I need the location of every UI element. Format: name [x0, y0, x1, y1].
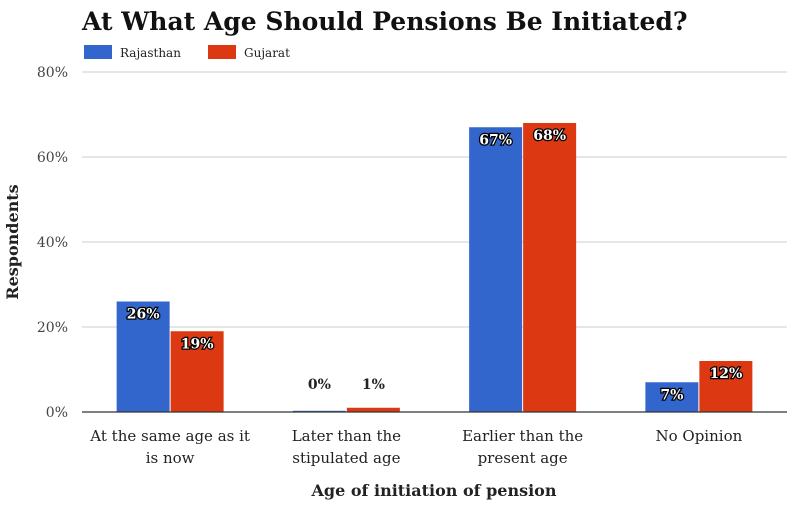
legend-swatch-gujarat — [208, 45, 236, 59]
legend-swatch-rajasthan — [84, 45, 112, 59]
bar-gujarat-1 — [346, 407, 400, 412]
x-tick-label: present age — [478, 449, 568, 467]
x-axis-title: Age of initiation of pension — [311, 481, 557, 500]
y-tick-label: 40% — [37, 235, 68, 251]
data-label: 0% — [308, 377, 331, 393]
y-axis-ticks: 0% 20% 40% 60% 80% — [37, 65, 68, 421]
data-label: 68% — [533, 128, 566, 144]
y-tick-label: 20% — [37, 320, 68, 336]
x-tick-label: Earlier than the — [462, 427, 583, 445]
data-label: 12% — [709, 366, 742, 382]
data-labels: 26% 19% 0% 1% 67% 68% 7% 12% — [125, 127, 743, 405]
x-tick-label: Later than the — [292, 427, 401, 445]
x-tick-label: No Opinion — [655, 427, 742, 445]
x-tick-label: is now — [146, 449, 195, 467]
bar-rajasthan-0 — [116, 301, 170, 412]
data-label: 1% — [362, 377, 385, 393]
bar-gujarat-0 — [170, 331, 224, 412]
chart-title: At What Age Should Pensions Be Initiated… — [81, 7, 688, 36]
legend: Rajasthan Gujarat — [84, 45, 290, 60]
bars — [82, 123, 787, 413]
gridlines — [82, 71, 787, 328]
y-axis-title: Respondents — [3, 184, 22, 299]
bar-gujarat-2 — [523, 123, 577, 412]
legend-label-rajasthan: Rajasthan — [120, 46, 181, 60]
y-tick-label: 60% — [37, 150, 68, 166]
data-label: 19% — [181, 336, 214, 352]
x-tick-label: At the same age as it — [89, 427, 250, 445]
data-label: 67% — [479, 132, 512, 148]
bar-gujarat-3 — [699, 361, 753, 412]
y-tick-label: 0% — [46, 405, 68, 421]
legend-label-gujarat: Gujarat — [244, 46, 290, 60]
data-label: 7% — [660, 387, 683, 403]
data-label: 26% — [127, 307, 160, 323]
x-tick-label: stipulated age — [292, 449, 400, 467]
x-axis-ticks: At the same age as it is now Later than th… — [89, 427, 742, 467]
bar-rajasthan-3 — [645, 382, 699, 412]
y-tick-label: 80% — [37, 65, 68, 81]
bar-rajasthan-2 — [469, 127, 523, 412]
